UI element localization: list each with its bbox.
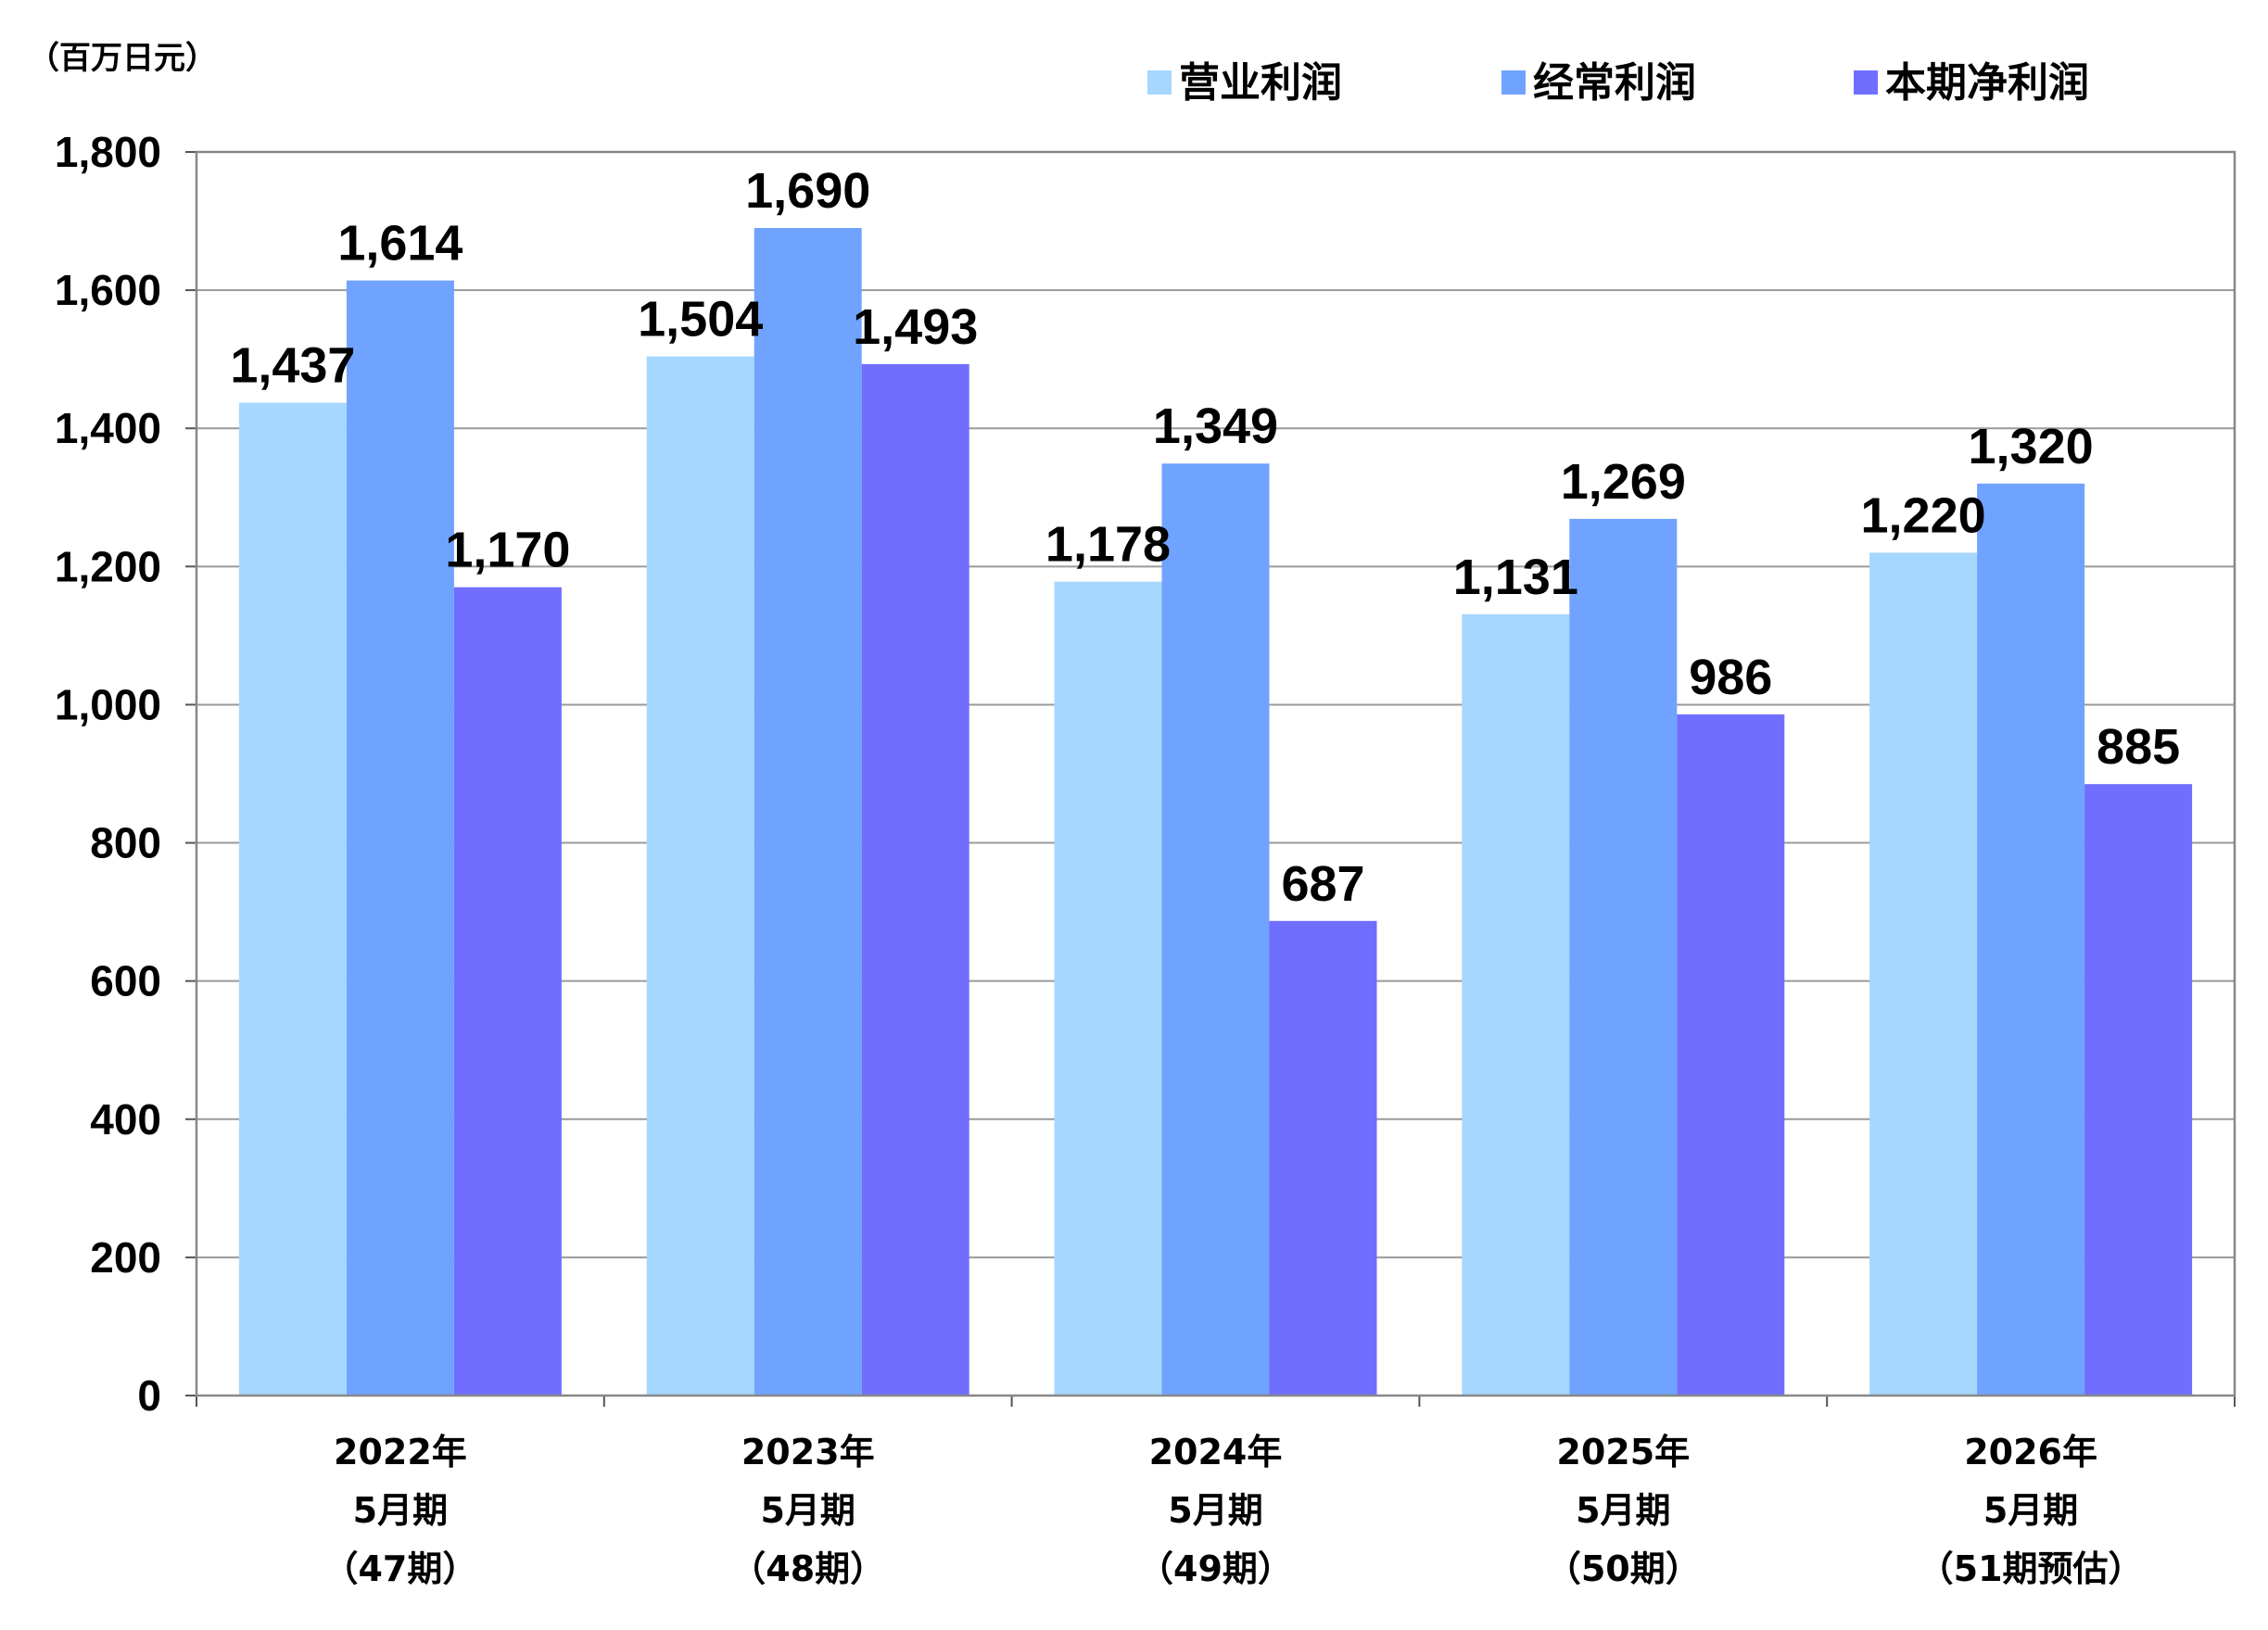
legend: 营业利润 经常利润 本期净利润: [1147, 59, 2089, 107]
y-tick-label: 0: [137, 1371, 161, 1420]
x-tick-label: 2023年: [741, 1432, 875, 1472]
x-tick-label: 2026年: [1964, 1432, 2097, 1472]
bar: [646, 356, 754, 1396]
data-labels: 1,437 1,504 1,178 1,131 1,220 1,614 1,690 1,349…: [230, 163, 2180, 912]
x-tick-label: 5月期: [353, 1490, 448, 1531]
x-tick-label: 5月期: [760, 1490, 855, 1531]
legend-swatch: [1854, 70, 1878, 95]
bar: [1569, 518, 1678, 1396]
y-tick-label: 1,800: [55, 128, 161, 176]
legend-label: 经常利润: [1533, 59, 1696, 107]
data-label: 885: [2097, 719, 2180, 775]
data-label: 1,437: [230, 338, 355, 394]
data-label: 1,690: [745, 163, 870, 219]
plot-border: [195, 150, 2236, 1397]
legend-label: 本期净利润: [1885, 59, 2089, 107]
x-tick-label: 2022年: [334, 1432, 467, 1472]
unit-label: （百万日元）: [28, 40, 217, 77]
data-label: 1,170: [445, 523, 570, 578]
x-tick-label: 5月期: [1576, 1490, 1670, 1531]
legend-swatch: [1501, 70, 1526, 95]
bar: [861, 363, 969, 1396]
x-axis-ticks: 2022年 5月期 （47期） 2023年 5月期 （48期） 2024年 5月期 （49期） 2…: [196, 1396, 2236, 1589]
x-tick-label: （51期预估）: [1919, 1548, 2144, 1589]
x-tick-label: （47期）: [323, 1548, 477, 1589]
x-tick-label: （50期）: [1546, 1548, 1701, 1589]
x-tick-label: （48期）: [730, 1548, 885, 1589]
data-label: 1,178: [1045, 517, 1171, 573]
y-tick-label: 1,600: [55, 266, 161, 314]
bar: [1977, 483, 2085, 1396]
legend-swatch: [1147, 70, 1172, 95]
y-tick-label: 800: [90, 819, 161, 867]
bar: [1054, 581, 1162, 1396]
y-tick-label: 200: [90, 1233, 161, 1282]
y-tick-label: 1,200: [55, 542, 161, 590]
data-label: 1,349: [1153, 398, 1278, 454]
data-label: 1,493: [853, 299, 978, 355]
data-label: 986: [1689, 650, 1772, 705]
x-tick-label: 2024年: [1149, 1432, 1283, 1472]
data-label: 687: [1281, 856, 1364, 912]
bar: [1161, 463, 1270, 1396]
bar: [754, 228, 862, 1396]
bar: [2084, 784, 2193, 1396]
y-tick-label: 1,400: [55, 404, 161, 452]
data-label: 1,269: [1561, 454, 1686, 510]
bar: [346, 280, 454, 1396]
data-label: 1,614: [337, 216, 462, 272]
bar: [453, 587, 562, 1396]
bar: [1462, 613, 1570, 1396]
y-tick-label: 400: [90, 1095, 161, 1144]
data-label: 1,131: [1453, 550, 1578, 605]
y-tick-label: 600: [90, 957, 161, 1005]
x-tick-label: 2025年: [1556, 1432, 1690, 1472]
data-label: 1,320: [1969, 419, 2094, 474]
legend-label: 营业利润: [1179, 59, 1342, 107]
bar: [1269, 920, 1377, 1396]
y-tick-label: 1,000: [55, 680, 161, 728]
bar: [1869, 552, 1978, 1396]
x-tick-label: 5月期: [1168, 1490, 1262, 1531]
data-label: 1,220: [1861, 487, 1986, 543]
data-label: 1,504: [638, 292, 763, 347]
x-tick-label: 5月期: [1983, 1490, 2078, 1531]
y-axis-ticks: 0 200 400 600 800 1,000 1,200 1,400 1,600 1,800: [55, 128, 196, 1420]
plot-frame: [195, 150, 2236, 1397]
bars: [238, 228, 2193, 1396]
bar: [238, 402, 347, 1396]
bar: [1677, 714, 1785, 1396]
x-tick-label: （49期）: [1138, 1548, 1293, 1589]
